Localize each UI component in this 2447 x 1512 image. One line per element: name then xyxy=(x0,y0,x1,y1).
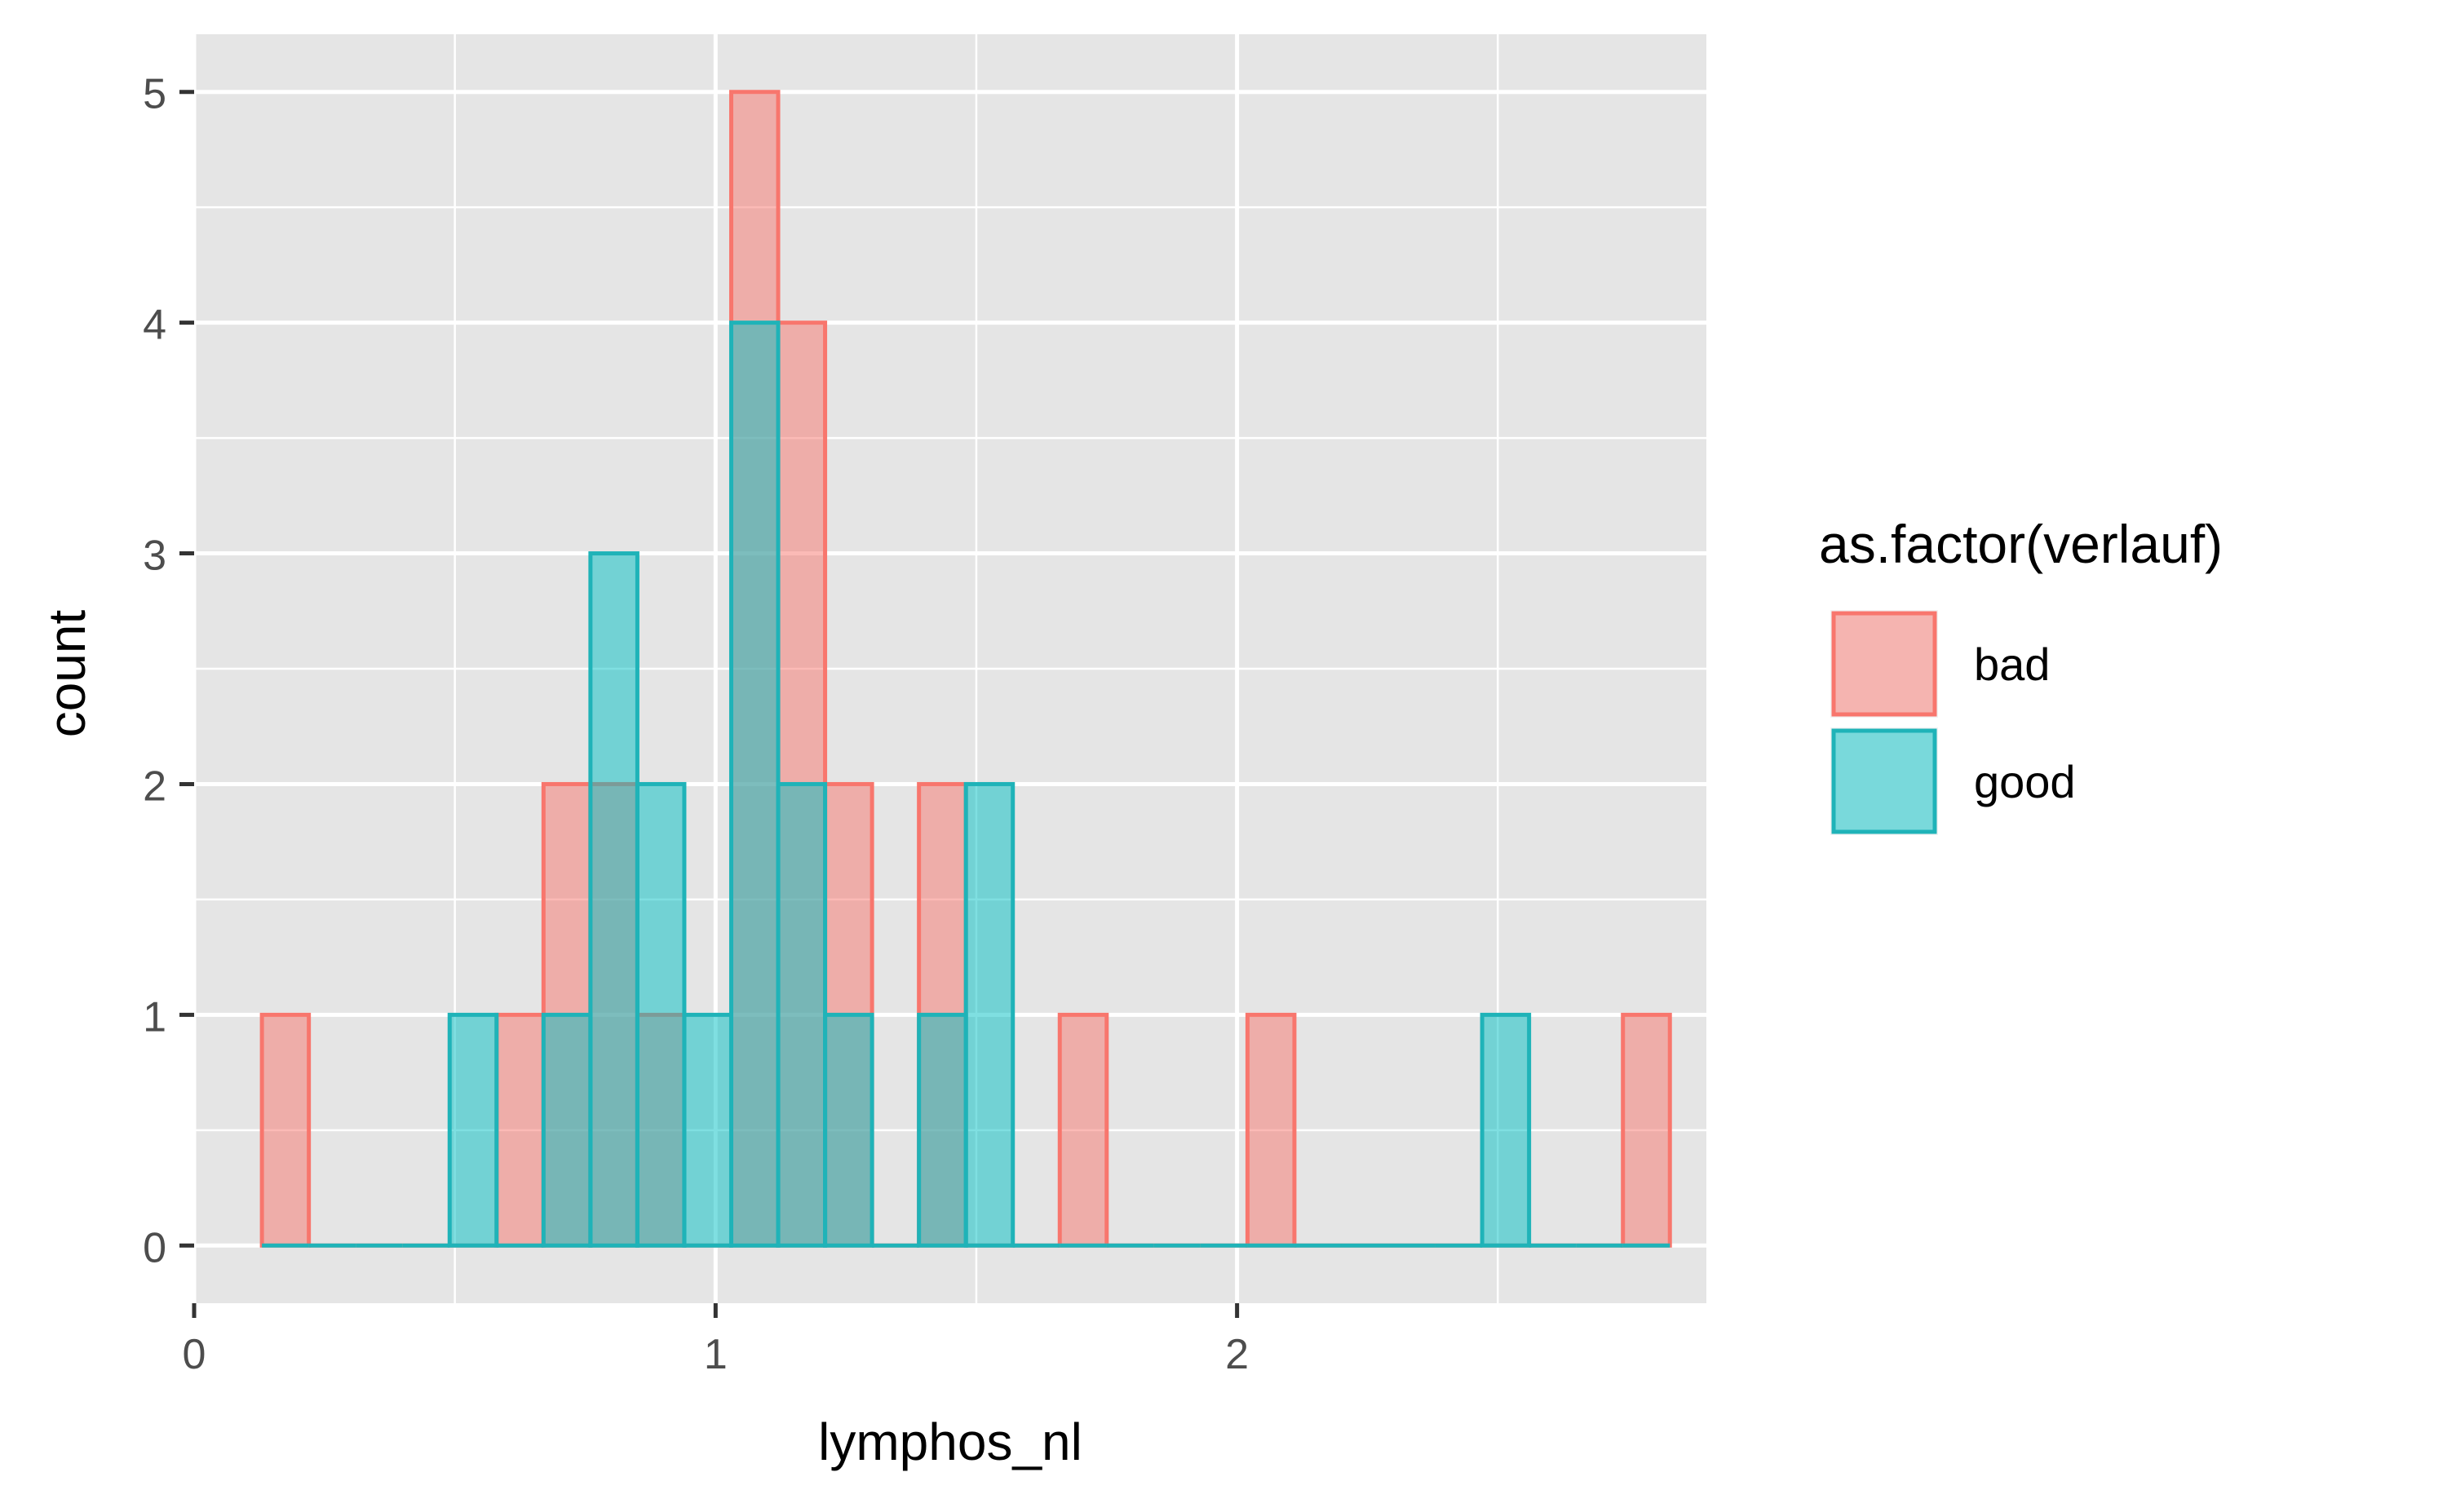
x-axis: 0 1 2 xyxy=(183,1303,1249,1378)
x-axis-label: lymphos_nl xyxy=(818,1413,1082,1471)
bar-bad xyxy=(494,1012,546,1248)
y-tick-label: 3 xyxy=(143,533,166,580)
bar-bad xyxy=(1057,1012,1109,1248)
y-tick-label: 4 xyxy=(143,302,166,349)
bar-good xyxy=(447,1012,499,1248)
bar-good xyxy=(635,781,687,1248)
y-tick-label: 0 xyxy=(143,1224,166,1271)
bar-bad xyxy=(1245,1012,1297,1248)
legend-label-bad: bad xyxy=(1974,639,2050,690)
bar-bad xyxy=(1621,1012,1672,1248)
x-tick-label: 1 xyxy=(704,1331,728,1378)
bar-good xyxy=(541,1012,593,1248)
legend-keys: bad good xyxy=(1830,610,2076,835)
y-tick-label: 5 xyxy=(143,71,166,118)
x-tick-label: 0 xyxy=(183,1331,206,1378)
y-tick-label: 1 xyxy=(143,993,166,1041)
histogram-bars xyxy=(259,90,1672,1248)
x-tick-label: 2 xyxy=(1225,1331,1249,1378)
bar-good xyxy=(588,551,639,1248)
y-tick-label: 2 xyxy=(143,763,166,810)
legend-label-good: good xyxy=(1974,756,2076,807)
bar-good xyxy=(823,1012,874,1248)
series-good xyxy=(262,321,1670,1248)
y-axis-label: count xyxy=(38,610,96,738)
bar-good xyxy=(1480,1012,1532,1248)
bar-good xyxy=(963,781,1016,1248)
y-axis: 0 1 2 3 4 5 xyxy=(143,71,194,1271)
legend-swatch-good xyxy=(1831,728,1937,834)
bar-bad xyxy=(259,1012,312,1248)
bar-good xyxy=(776,781,828,1248)
legend-title: as.factor(verlauf) xyxy=(1819,514,2223,574)
bar-good xyxy=(728,321,781,1248)
legend: as.factor(verlauf) bad good xyxy=(1819,514,2223,835)
bar-good xyxy=(917,1012,968,1248)
bar-good xyxy=(682,1012,733,1248)
legend-swatch-bad xyxy=(1831,611,1937,717)
